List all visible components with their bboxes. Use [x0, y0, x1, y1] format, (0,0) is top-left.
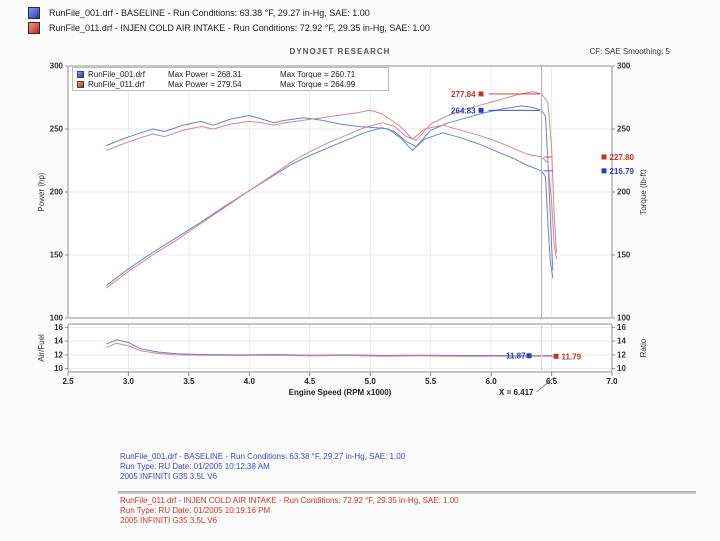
- baseline-torque-curve: [106, 115, 554, 279]
- xtick-label: 6.5: [546, 377, 558, 386]
- power-torque-ytick-label-left: 200: [50, 188, 64, 197]
- injen-max-torque: Max Torque = 264.99: [280, 79, 356, 89]
- air-fuel-ytick-label-left: 12: [54, 350, 63, 359]
- injen-swatch: [28, 22, 40, 34]
- footer-baseline-line1: RunFile_001.drf - BASELINE - Run Conditi…: [120, 452, 406, 461]
- xtick-label: 7.0: [606, 377, 618, 386]
- air-fuel-ytick-label-left: 10: [54, 364, 63, 373]
- baseline-afr-curve: [106, 339, 553, 357]
- header-run-injen: RunFile_011.drf - INJEN COLD AIR INTAKE …: [28, 21, 430, 35]
- footer-divider: [118, 491, 696, 494]
- power-torque-ylabel-right: Torque (lb-ft): [639, 169, 648, 215]
- plot-legend-row-injen: RunFile_011.drf Max Power = 279.54 Max T…: [77, 79, 384, 89]
- correction-smoothing-label: CF: SAE Smoothing: 5: [589, 47, 670, 56]
- air-fuel-ytick-label-left: 16: [54, 323, 63, 332]
- baseline-run-line: RunFile_001.drf - BASELINE - Run Conditi…: [49, 8, 370, 18]
- air-fuel-panel-bg: [68, 324, 612, 372]
- power-torque-ylabel-left: Power (hp): [37, 172, 46, 211]
- plot-legend-box: RunFile_001.drf Max Power = 268.31 Max T…: [72, 67, 389, 91]
- plot-legend-row-baseline: RunFile_001.drf Max Power = 268.31 Max T…: [77, 69, 384, 79]
- power-torque-cursor-value: 227.80: [610, 153, 635, 162]
- power-torque-ytick-label-left: 100: [50, 314, 64, 323]
- footer-baseline-block: RunFile_001.drf - BASELINE - Run Conditi…: [120, 452, 405, 482]
- cursor-marker: [526, 353, 532, 359]
- baseline-max-torque: Max Torque = 260.71: [280, 69, 356, 79]
- power-torque-ytick-label-right: 150: [617, 251, 631, 260]
- xtick-label: 6.0: [486, 377, 498, 386]
- xtick-label: 3.5: [183, 377, 195, 386]
- footer-baseline-line2: Run Type: RU Date: 01/2005 10:12:38 AM: [120, 462, 270, 471]
- power-torque-ytick-label-right: 300: [617, 62, 631, 71]
- air-fuel-ytick-label-right: 16: [617, 323, 626, 332]
- injen-afr-curve: [106, 342, 559, 357]
- cursor-x-annotation: X = 6.417: [499, 388, 534, 397]
- power-torque-ytick-label-right: 250: [617, 125, 631, 134]
- baseline-legend-swatch: [77, 70, 84, 78]
- air-fuel-ytick-label-right: 14: [617, 337, 626, 346]
- air-fuel-ylabel-left: Air/Fuel: [37, 334, 46, 362]
- air-fuel-ylabel-right: Ratio: [639, 338, 648, 357]
- air-fuel-panel-border: [67, 323, 613, 373]
- injen-torque-curve: [106, 109, 557, 260]
- injen-run-line: RunFile_011.drf - INJEN COLD AIR INTAKE …: [49, 23, 430, 33]
- footer-injen-line1: RunFile_011.drf - INJEN COLD AIR INTAKE …: [120, 496, 459, 505]
- baseline-max-power: Max Power = 268.31: [168, 69, 242, 79]
- injen-legend-swatch: [77, 80, 84, 88]
- xtick-label: 3.0: [123, 377, 135, 386]
- baseline-power-curve: [106, 105, 554, 286]
- baseline-legend-file: RunFile_001.drf: [88, 69, 145, 79]
- power-torque-cursor-value: 216.79: [610, 167, 635, 176]
- footer-baseline-line3: 2005 INFINITI G35 3.5L V6: [120, 472, 218, 481]
- xtick-label: 4.0: [244, 377, 256, 386]
- air-fuel-cursor-value: 11.79: [562, 352, 582, 361]
- footer-injen-block: RunFile_011.drf - INJEN COLD AIR INTAKE …: [120, 496, 459, 526]
- cursor-marker: [601, 168, 607, 174]
- air-fuel-ytick-label-right: 10: [617, 364, 626, 373]
- xtick-label: 5.0: [365, 377, 377, 386]
- air-fuel-ytick-label-right: 12: [617, 350, 626, 359]
- xtick-label: 5.5: [425, 377, 437, 386]
- cursor-marker: [553, 353, 559, 359]
- power-torque-ytick-label-right: 200: [617, 188, 631, 197]
- baseline-swatch: [28, 7, 40, 19]
- header-run-baseline: RunFile_001.drf - BASELINE - Run Conditi…: [28, 6, 370, 20]
- power-torque-cursor-value: 277.84: [451, 90, 476, 99]
- power-torque-cursor-value: 264.83: [451, 106, 476, 115]
- dynojet-brand-title: DYNOJET RESEARCH: [289, 47, 391, 56]
- cursor-pointer-line: [536, 376, 555, 393]
- footer-injen-line3: 2005 INFINITI G35 3.5L V6: [120, 516, 218, 525]
- injen-legend-file: RunFile_011.drf: [88, 79, 145, 89]
- injen-max-power: Max Power = 279.54: [168, 79, 242, 89]
- cursor-marker: [478, 91, 484, 97]
- xtick-label: 2.5: [62, 377, 74, 386]
- cursor-marker: [478, 107, 484, 113]
- injen-power-curve: [106, 91, 557, 289]
- power-torque-ytick-label-left: 300: [50, 62, 64, 71]
- air-fuel-cursor-value: 11.87: [506, 352, 526, 361]
- power-torque-ytick-label-left: 250: [50, 125, 64, 134]
- xtick-label: 4.5: [304, 377, 316, 386]
- footer-injen-line2: Run Type: RU Date: 01/2005 10:19:16 PM: [120, 506, 271, 515]
- power-torque-ytick-label-right: 100: [617, 314, 631, 323]
- cursor-marker: [601, 154, 607, 160]
- power-torque-ytick-label-left: 150: [50, 251, 64, 260]
- air-fuel-ytick-label-left: 14: [54, 337, 63, 346]
- x-axis-title: Engine Speed (RPM x1000): [289, 388, 392, 397]
